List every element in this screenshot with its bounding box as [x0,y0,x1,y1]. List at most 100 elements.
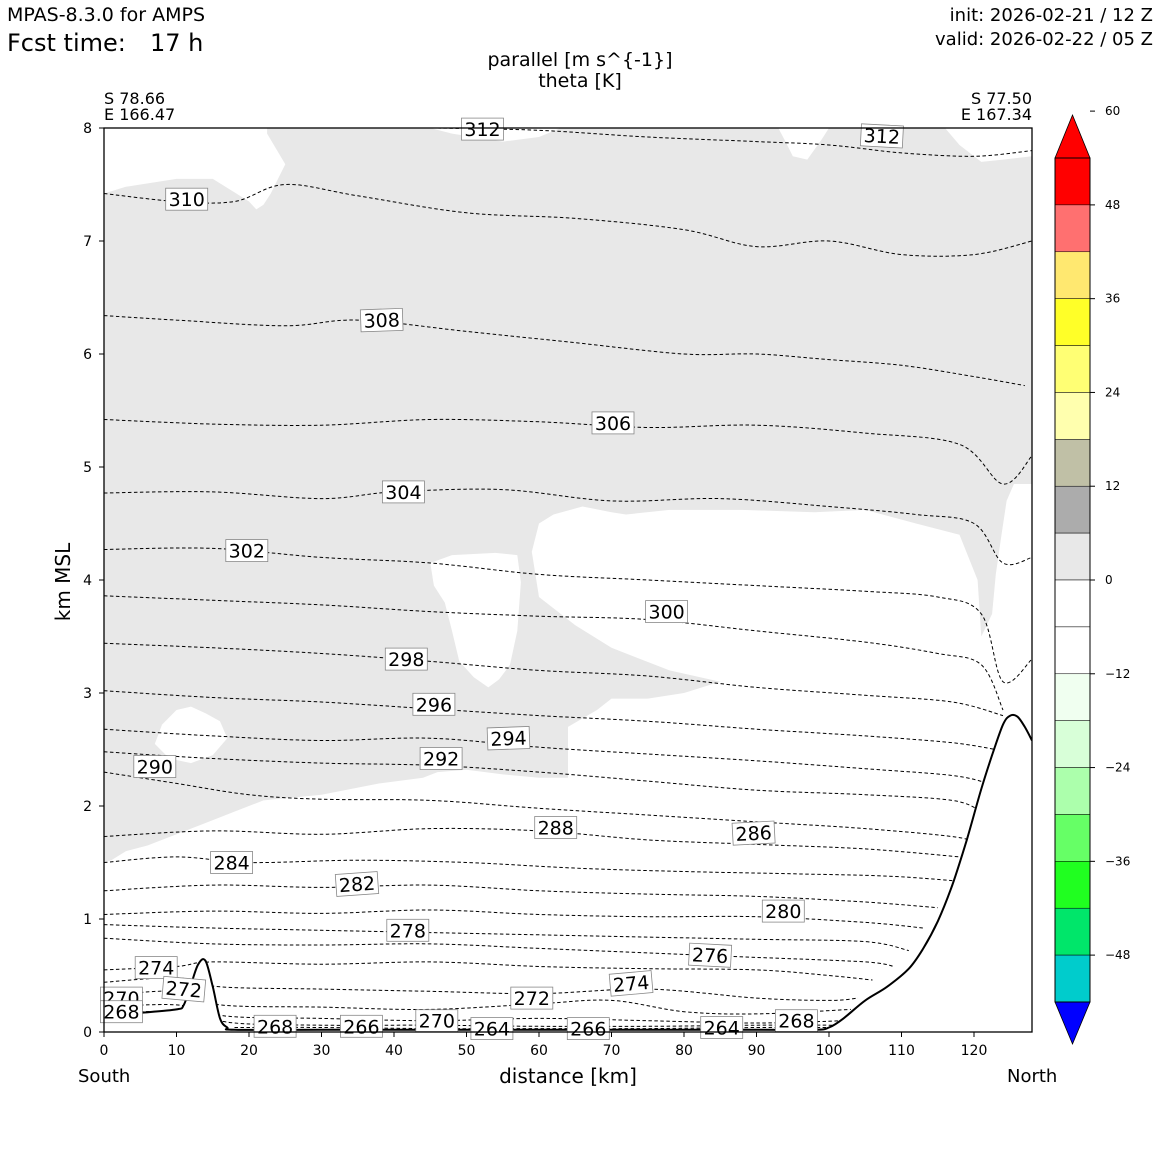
contour-label-28: 268 [775,1009,818,1033]
contour-label-box [608,970,654,997]
colorbar-extend-max [1054,113,1091,159]
contour-label-12: 290 [133,755,177,779]
contour-label-box [761,899,805,923]
colorbar-box [1054,204,1091,253]
contour-label-text: 286 [735,822,772,846]
contour-label-text: 312 [863,125,900,149]
y-tick-label: 5 [83,460,92,476]
init-time: init: 2026-02-21 / 12 Z [949,5,1153,26]
contour-label-18: 278 [386,918,430,942]
theta-contour-274 [104,977,859,1001]
colorbar-box [1054,861,1091,909]
theta-contour-296 [104,690,996,750]
contour-label-box [461,117,504,141]
contour-label-2: 310 [165,187,209,211]
contour-label-15: 284 [210,851,254,875]
chart-title: parallel [m s^{-1}] [487,49,673,71]
contour-label-3: 308 [359,307,404,333]
contour-label-box [134,956,178,979]
theta-contour-276 [104,961,873,981]
left-end-lat: S 78.66 [104,89,166,108]
colorbar-tick-label: 0 [1105,573,1113,587]
fcst-time-label: Fcst time: [7,29,126,57]
theta-contour-312 [437,128,1032,157]
colorbar-box [1054,298,1091,346]
contour-label-box [359,307,404,333]
colorbar-box [1054,767,1091,815]
terrain-line [104,713,1032,1031]
colorbar-box [1054,814,1091,862]
contour-label-text: 280 [765,901,801,923]
contour-label-text: 294 [490,728,527,751]
theta-contour-300 [104,595,1004,711]
theta-contour-302 [104,547,1032,684]
contour-label-text: 272 [514,988,550,1010]
wind-shading-layer [104,128,1032,863]
contour-label-box [386,918,430,942]
theta-contour-272 [104,990,851,1015]
contour-label-text: 282 [338,873,376,897]
y-tick-label: 8 [83,121,92,137]
theta-contour-292 [104,751,982,813]
contour-label-23: 272 [510,986,554,1010]
colorbar-tick-label: 12 [1105,479,1120,493]
colorbar-tick-label: −36 [1105,854,1130,868]
colorbar-box [1054,673,1091,721]
contour-label-14: 286 [731,820,776,846]
contour-label-text: 296 [416,694,452,716]
colorbar-box [1054,954,1091,1003]
x-tick-label: 60 [530,1043,548,1059]
contour-label-29: 266 [339,1014,383,1038]
contour-label-1: 312 [859,123,904,149]
y-tick-label: 1 [83,912,92,928]
contour-label-box [591,411,635,435]
contour-label-text: 268 [778,1011,814,1033]
colorbar-box [1054,251,1091,299]
x-tick-label: 70 [603,1043,621,1059]
colorbar-box [1054,532,1091,581]
left-end-lon: E 166.47 [104,105,176,124]
shaded-region-1 [430,552,521,688]
contour-label-text: 270 [419,1011,455,1033]
contour-label-text: 274 [138,958,174,980]
contour-label-box [161,975,207,1003]
contour-label-text: 268 [103,1002,139,1024]
contour-label-text: 312 [464,119,500,141]
shaded-region-0 [104,128,1032,863]
x-tick-label: 30 [313,1043,331,1059]
y-tick-label: 6 [83,347,92,363]
y-tick-label: 2 [83,799,92,815]
y-tick-label: 4 [83,573,92,589]
contour-label-19: 276 [688,942,733,968]
colorbar-box [1054,345,1091,393]
contour-label-text: 290 [137,757,173,779]
contour-label-box [731,820,776,846]
colorbar-box [1054,579,1091,628]
contour-label-box [645,600,688,623]
contour-label-text: 292 [423,749,459,771]
right-end-lat: S 77.50 [970,89,1032,108]
contour-label-text: 266 [343,1016,379,1038]
colorbar-extend-min [1054,1001,1091,1046]
contour-label-box [334,871,380,897]
x-tick-label: 40 [385,1043,403,1059]
contour-label-text: 310 [169,189,205,211]
contour-label-31: 264 [470,1017,514,1041]
colorbar-tick-label: −24 [1105,761,1130,775]
x-tick-label: 10 [168,1043,186,1059]
contour-label-box [688,942,733,968]
theta-contour-284 [104,884,938,909]
contour-label-text: 278 [390,920,426,942]
theta-contour-298 [104,642,1004,717]
x-tick-label: 20 [240,1043,258,1059]
colorbar: 60 48 36 24 12 0 −12 −24 −36 −48 [1054,104,1130,1046]
contour-label-box [384,647,428,671]
contour-label-17: 280 [761,899,805,923]
x-tick-label: 100 [816,1043,843,1059]
contour-label-box [165,187,209,211]
colorbar-tick-label: −12 [1105,667,1130,681]
contour-label-layer: 312 312 310 308 306 304 302 300 298 296 294 292 290 2… [100,117,904,1041]
south-label: South [78,1066,131,1087]
contour-label-text: 288 [538,818,574,840]
